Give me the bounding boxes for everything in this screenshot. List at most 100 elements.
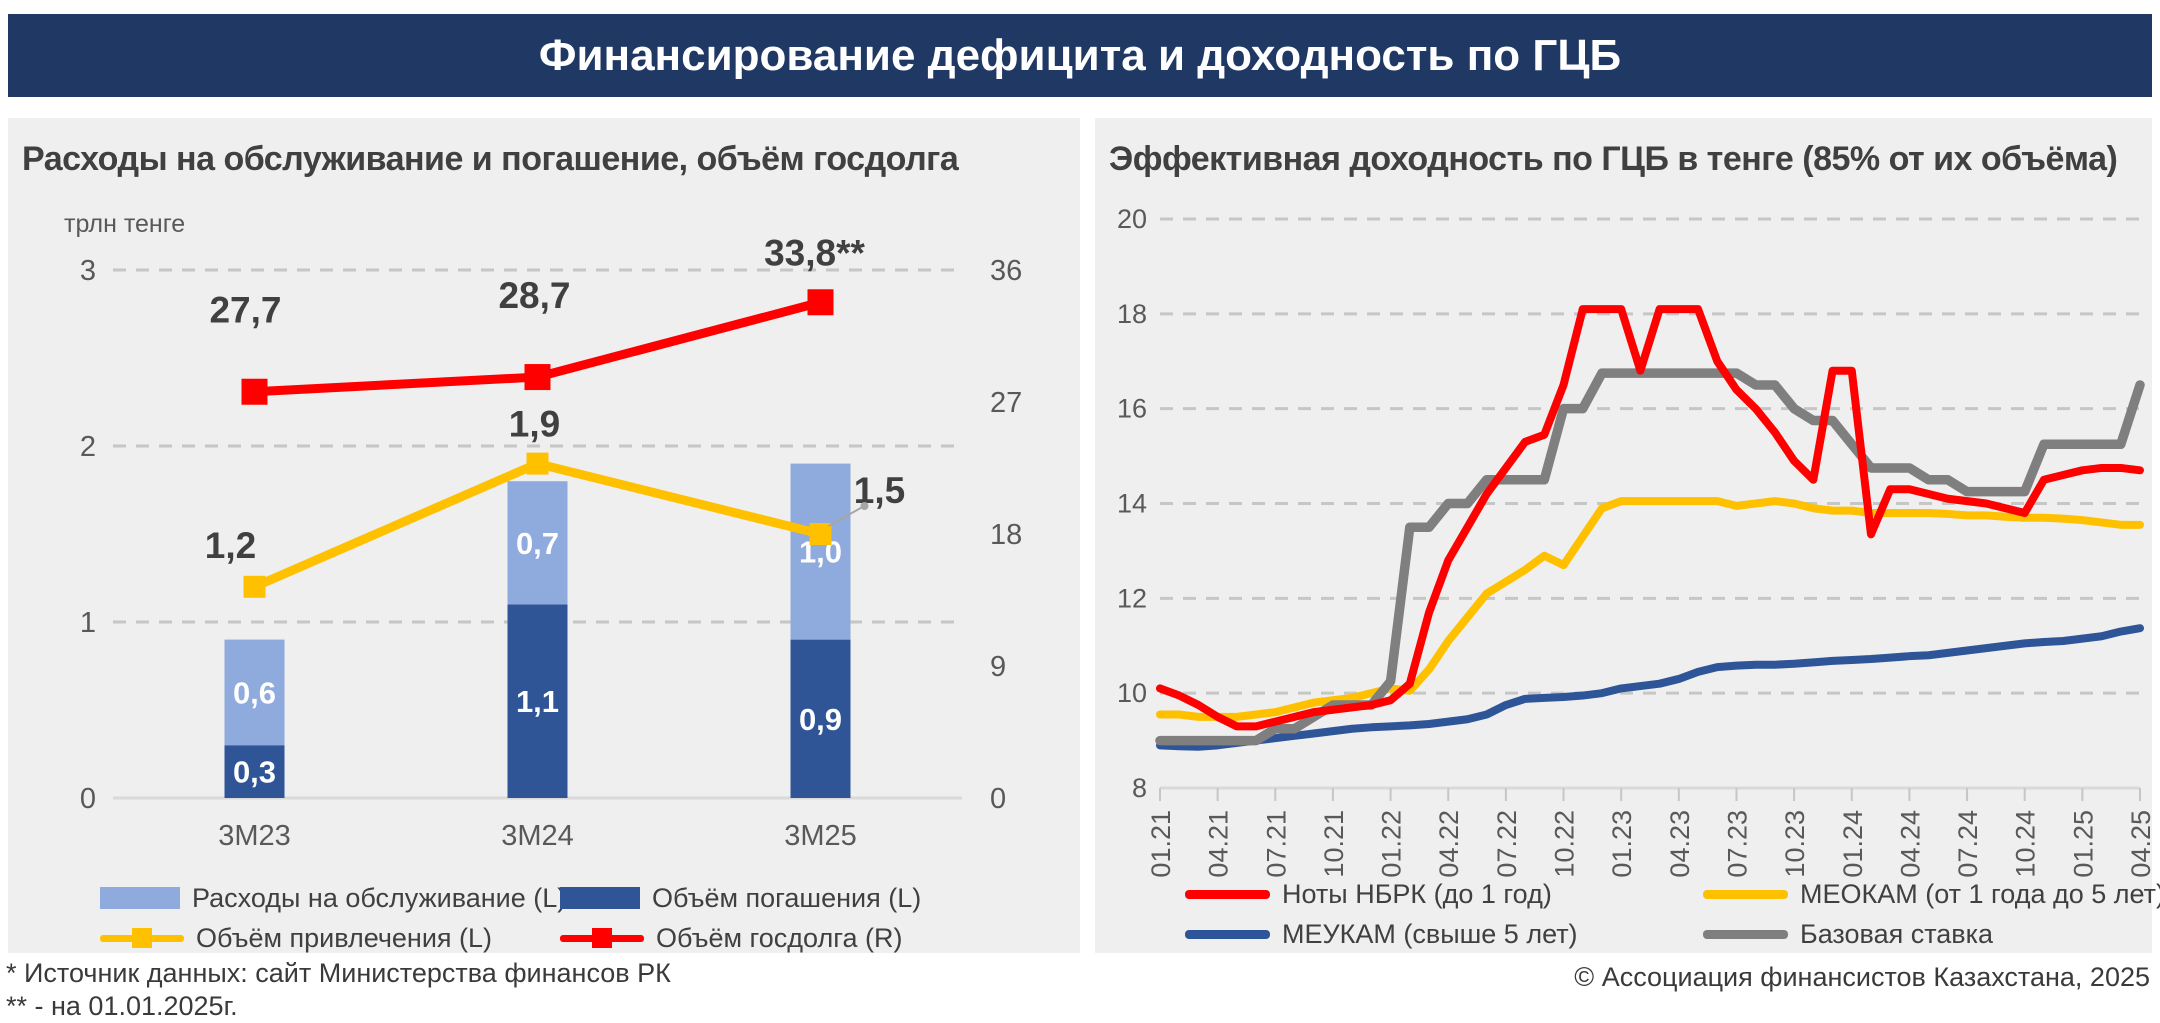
- svg-text:1,2: 1,2: [205, 525, 256, 566]
- svg-text:3: 3: [80, 255, 96, 287]
- footnote-date: ** - на 01.01.2025г.: [6, 991, 238, 1021]
- legend-item-govdebt: Объём госдолга (R): [560, 922, 903, 953]
- x-tick-label: 07.22: [1492, 810, 1522, 878]
- borrowing-swatch: [100, 927, 184, 949]
- x-tick-label: 01.23: [1607, 810, 1637, 878]
- left-chart-title: Расходы на обслуживание и погашение, объ…: [22, 140, 959, 178]
- x-tick-label: 01.21: [1146, 810, 1176, 878]
- svg-text:3М23: 3М23: [218, 820, 291, 852]
- callout-line: [828, 506, 863, 527]
- svg-text:16: 16: [1117, 394, 1147, 424]
- callout-dot: [860, 502, 869, 510]
- legend-label: Объём госдолга (R): [656, 922, 903, 953]
- x-tick-label: 04.25: [2126, 810, 2152, 878]
- legend-label: МЕУКАМ (свыше 5 лет): [1282, 918, 1578, 949]
- svg-text:12: 12: [1117, 583, 1147, 613]
- legend-item-meokam: МЕОКАМ (от 1 года до 5 лет): [1703, 878, 2160, 909]
- legend-label: Ноты НБРК (до 1 год): [1282, 878, 1552, 909]
- line-marker: [241, 378, 268, 405]
- legend-item-meukam: МЕУКАМ (свыше 5 лет): [1185, 918, 1578, 949]
- nbrk-notes-swatch: [1185, 889, 1270, 899]
- svg-text:1,9: 1,9: [509, 404, 560, 445]
- x-tick-label: 07.21: [1261, 810, 1291, 878]
- svg-text:3М24: 3М24: [501, 820, 574, 852]
- x-tick-label: 10.23: [1780, 810, 1810, 878]
- bar-servicing: [790, 463, 851, 640]
- line-marker: [809, 523, 832, 545]
- yield-line-series: [1156, 497, 2144, 721]
- yield-line-series: [1156, 305, 2144, 731]
- x-tick-label: 04.21: [1204, 810, 1234, 878]
- line-marker: [243, 575, 266, 598]
- legend-item-servicing: Расходы на обслуживание (L): [100, 882, 567, 913]
- yield-line-series: [1156, 624, 2144, 751]
- legend-label: МЕОКАМ (от 1 года до 5 лет): [1800, 878, 2160, 909]
- legend-label: Расходы на обслуживание (L): [192, 882, 567, 913]
- svg-text:0,9: 0,9: [799, 702, 842, 737]
- svg-text:33,8**: 33,8**: [764, 232, 865, 273]
- meokam-swatch: [1703, 889, 1788, 899]
- svg-text:36: 36: [990, 255, 1022, 287]
- footnotes: * Источник данных: сайт Министерства фин…: [6, 957, 671, 1023]
- x-tick-label: 07.23: [1722, 810, 1752, 878]
- x-tick-label: 10.22: [1550, 810, 1580, 878]
- x-tick-label: 01.24: [1838, 810, 1868, 878]
- meukam-swatch: [1185, 929, 1270, 939]
- left-chart-panel: Расходы на обслуживание и погашение, объ…: [8, 118, 1080, 953]
- svg-text:3М25: 3М25: [784, 820, 857, 852]
- line-marker: [524, 364, 551, 391]
- svg-text:1: 1: [80, 607, 96, 639]
- svg-text:9: 9: [990, 651, 1006, 683]
- legend-item-base-rate: Базовая ставка: [1703, 918, 1994, 949]
- x-tick-label: 10.21: [1319, 810, 1349, 878]
- svg-text:0,3: 0,3: [233, 755, 276, 790]
- svg-text:8: 8: [1132, 773, 1147, 803]
- svg-text:18: 18: [990, 519, 1022, 551]
- x-tick-label: 01.25: [2068, 810, 2098, 878]
- svg-text:27,7: 27,7: [209, 290, 281, 331]
- x-tick-label: 04.24: [1895, 810, 1925, 878]
- footnote-source: * Источник данных: сайт Министерства фин…: [6, 958, 671, 988]
- legend-label: Объём привлечения (L): [196, 922, 493, 953]
- bar-servicing: [507, 481, 568, 605]
- svg-text:27: 27: [990, 387, 1022, 419]
- x-tick-label: 04.22: [1434, 810, 1464, 878]
- svg-text:10: 10: [1117, 678, 1147, 708]
- legend-item-repayment: Объём погашения (L): [560, 882, 922, 913]
- x-tick-label: 04.23: [1665, 810, 1695, 878]
- line-marker: [807, 289, 834, 316]
- stacked-bars: 0,30,6 1,10,70,91,0: [224, 463, 851, 798]
- govdebt-swatch: [560, 927, 644, 949]
- svg-text:0,7: 0,7: [516, 526, 559, 561]
- legend-item-nbrk-notes: Ноты НБРК (до 1 год): [1185, 878, 1552, 909]
- left-chart-unit-label: трлн тенге: [64, 210, 186, 238]
- x-tick-label: 10.24: [2011, 810, 2041, 878]
- bar-repayment: [790, 639, 851, 798]
- page-title: Финансирование дефицита и доходность по …: [538, 30, 1622, 80]
- svg-text:1,1: 1,1: [516, 684, 559, 719]
- servicing-swatch: [100, 887, 180, 909]
- x-tick-label: 07.24: [1953, 810, 1983, 878]
- svg-text:28,7: 28,7: [498, 275, 570, 316]
- svg-text:18: 18: [1117, 299, 1147, 329]
- svg-text:0: 0: [80, 783, 96, 815]
- svg-text:20: 20: [1117, 204, 1147, 234]
- svg-text:14: 14: [1117, 489, 1147, 519]
- right-chart-title: Эффективная доходность по ГЦБ в тенге (8…: [1109, 140, 2118, 178]
- copyright: © Ассоциация финансистов Казахстана, 202…: [1574, 962, 2150, 992]
- legend-item-borrowing: Объём привлечения (L): [100, 922, 493, 953]
- bar-repayment: [224, 745, 285, 798]
- right-chart-plot: 8 10 12 14 16 18 20 01.21 04.21 07.21 10.21 01.22 04…: [1117, 204, 2152, 878]
- legend-label: Базовая ставка: [1800, 918, 1994, 949]
- page-header: Финансирование дефицита и доходность по …: [8, 14, 2152, 97]
- svg-text:0,6: 0,6: [233, 675, 276, 710]
- bar-servicing: [224, 639, 285, 746]
- repayment-swatch: [560, 887, 640, 909]
- svg-text:0: 0: [990, 783, 1006, 815]
- base-rate-swatch: [1703, 929, 1788, 939]
- line-marker: [526, 452, 549, 475]
- right-chart-panel: Эффективная доходность по ГЦБ в тенге (8…: [1095, 118, 2160, 953]
- legend-label: Объём погашения (L): [652, 882, 922, 913]
- bar-repayment: [507, 604, 568, 798]
